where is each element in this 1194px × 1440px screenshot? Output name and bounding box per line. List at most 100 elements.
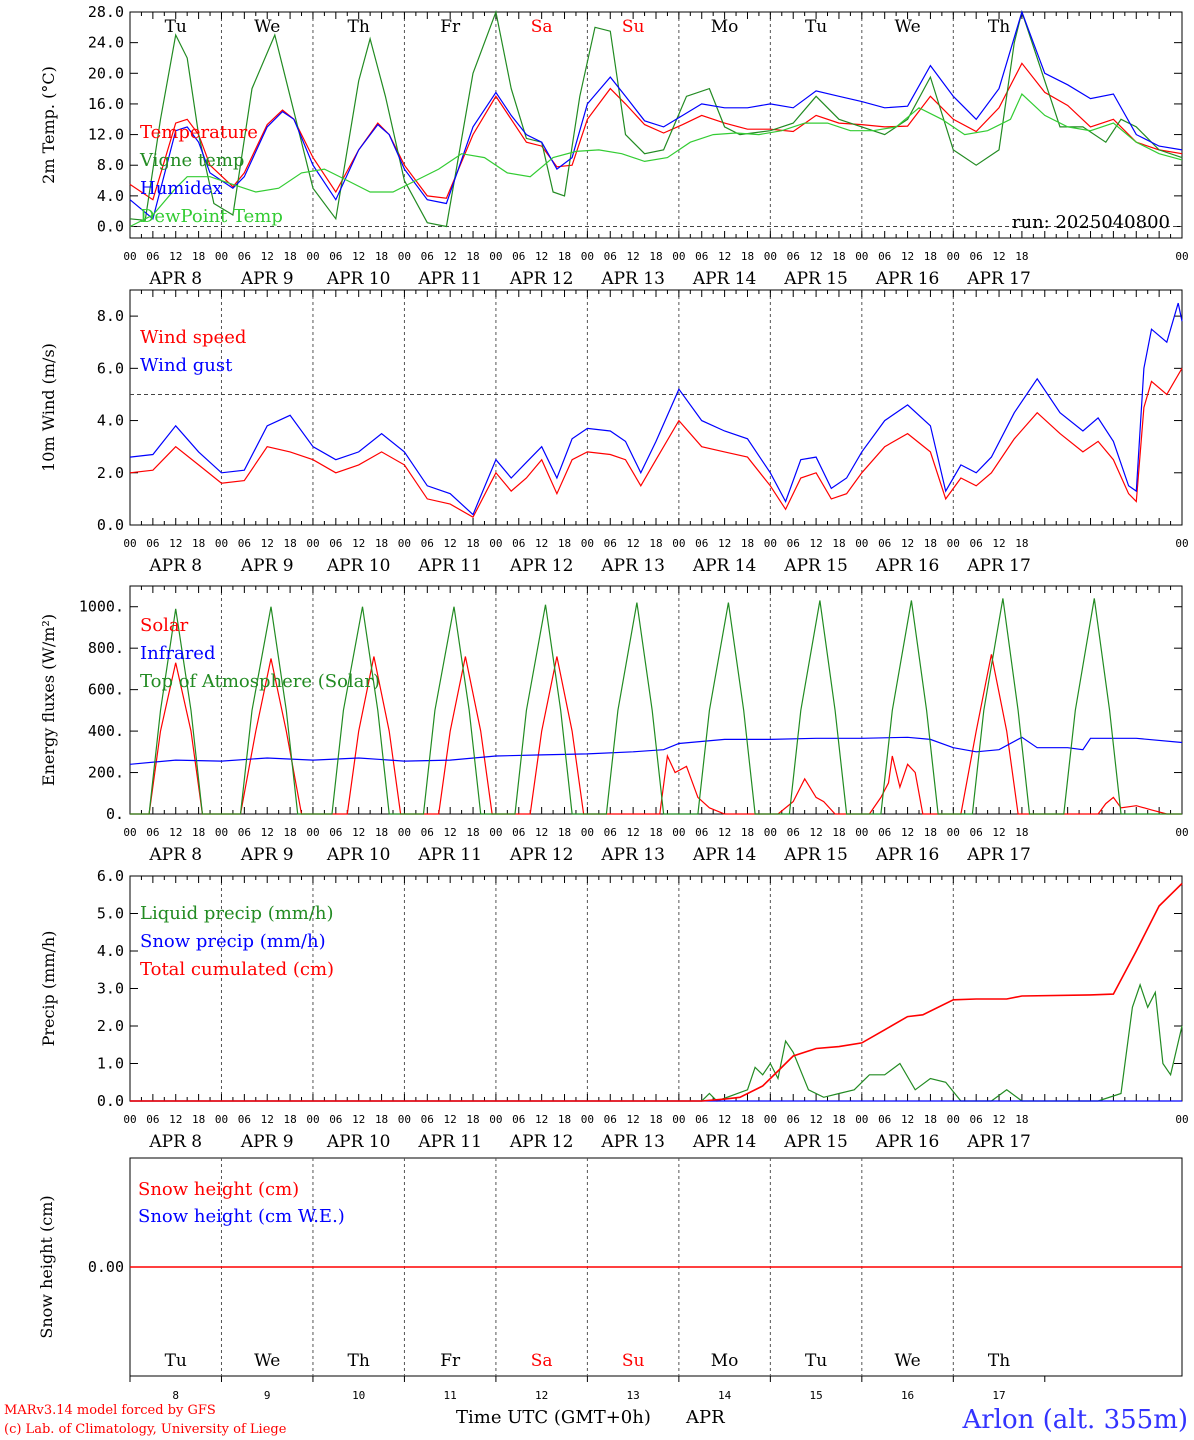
hour-tick-label: 06 <box>329 250 342 263</box>
date-label: APR 17 <box>966 269 1031 289</box>
y-axis-title: 10m Wind (m/s) <box>39 343 58 472</box>
hour-tick-label: 12 <box>535 537 548 550</box>
hour-tick-label: 06 <box>146 826 159 839</box>
hour-tick-label: 12 <box>444 826 457 839</box>
hour-tick-label: 00 <box>489 250 502 263</box>
hour-tick-label: 18 <box>466 250 479 263</box>
hour-tick-label: 06 <box>970 826 983 839</box>
hour-tick-label: 06 <box>329 826 342 839</box>
hour-tick-label: 06 <box>238 537 251 550</box>
hour-tick-label: 00 <box>672 826 685 839</box>
hour-tick-label: 18 <box>466 537 479 550</box>
hour-tick-label: 00 <box>764 826 777 839</box>
hour-tick-label: 06 <box>512 250 525 263</box>
date-label: APR 14 <box>692 845 757 865</box>
y-tick-label: 0. <box>106 805 124 823</box>
date-label: APR 13 <box>600 269 665 289</box>
hour-tick-label: 00 <box>855 826 868 839</box>
day-number-label: 15 <box>809 1389 822 1402</box>
date-label: APR 17 <box>966 556 1031 576</box>
lab-credit: (c) Lab. of Climatology, University of L… <box>4 1422 287 1437</box>
hour-tick-label: 12 <box>718 826 731 839</box>
hour-tick-label: 12 <box>901 250 914 263</box>
day-of-week-label: Mo <box>711 1351 739 1371</box>
y-tick-label: 200. <box>88 764 124 782</box>
hour-tick-label: 12 <box>261 250 274 263</box>
hour-tick-label: 06 <box>878 1113 891 1126</box>
hour-tick-label: 18 <box>558 250 571 263</box>
y-tick-label: 28.0 <box>88 3 124 21</box>
series-line-temperature <box>129 62 1183 201</box>
y-tick-label: 400. <box>88 722 124 740</box>
hour-tick-label: 18 <box>283 250 296 263</box>
hour-tick-label: 18 <box>375 537 388 550</box>
hour-tick-label: 00 <box>215 1113 228 1126</box>
hour-tick-label: 18 <box>832 537 845 550</box>
hour-tick-label: 00 <box>215 826 228 839</box>
legend-entry: Humidex <box>140 178 222 199</box>
day-number-label: 17 <box>992 1389 1005 1402</box>
date-label: APR 12 <box>509 1132 574 1152</box>
hour-tick-label: 12 <box>535 250 548 263</box>
date-label: APR 12 <box>509 845 574 865</box>
hour-tick-label: 06 <box>421 250 434 263</box>
legend-entry: Top of Atmosphere (Solar) <box>140 671 380 692</box>
hour-tick-label: 12 <box>352 1113 365 1126</box>
y-tick-label: 0.0 <box>97 1092 124 1110</box>
series-line-wind-gust <box>129 302 1183 516</box>
date-label: APR 15 <box>783 556 848 576</box>
day-number-label: 13 <box>627 1389 640 1402</box>
hour-tick-label: 00 <box>947 250 960 263</box>
hour-tick-label: 06 <box>695 250 708 263</box>
date-label: APR 16 <box>875 269 940 289</box>
panel-2: 0.0 2.0 4.0 6.0 8.0 10m Wind (m/s) Wind speed W… <box>39 289 1189 576</box>
hour-tick-label: 12 <box>352 250 365 263</box>
date-label: APR 8 <box>148 556 202 576</box>
hour-tick-label: 18 <box>466 1113 479 1126</box>
hour-tick-label: 00 <box>672 250 685 263</box>
hour-tick-label: 18 <box>192 1113 205 1126</box>
date-label: APR 15 <box>783 269 848 289</box>
y-tick-label: 8.0 <box>97 307 124 325</box>
y-axis-title: 2m Temp. (°C) <box>39 66 58 184</box>
hour-tick-label: 18 <box>1015 826 1028 839</box>
hour-tick-label: 00 <box>306 250 319 263</box>
legend-entry: Wind speed <box>140 327 246 348</box>
hour-tick-label: 00 <box>855 537 868 550</box>
month-label: APR <box>685 1407 725 1428</box>
hour-tick-label: 18 <box>649 537 662 550</box>
model-credit: MARv3.14 model forced by GFS <box>4 1403 216 1418</box>
date-label: APR 13 <box>600 556 665 576</box>
hour-tick-label: 00 <box>1175 537 1188 550</box>
y-tick-label: 4.0 <box>97 942 124 960</box>
hour-tick-label: 12 <box>718 250 731 263</box>
hour-tick-label: 12 <box>535 826 548 839</box>
hour-tick-label: 18 <box>649 826 662 839</box>
hour-tick-label: 12 <box>261 1113 274 1126</box>
hour-tick-label: 18 <box>375 1113 388 1126</box>
hour-tick-label: 18 <box>1015 1113 1028 1126</box>
date-label: APR 11 <box>417 269 482 289</box>
hour-tick-label: 12 <box>809 250 822 263</box>
date-label: APR 12 <box>509 269 574 289</box>
hour-tick-label: 00 <box>1175 826 1188 839</box>
hour-tick-label: 06 <box>604 826 617 839</box>
date-label: APR 10 <box>326 269 391 289</box>
hour-tick-label: 18 <box>649 250 662 263</box>
hour-tick-label: 00 <box>581 826 594 839</box>
panel-3: 0. 200. 400. 600. 800. 1000. Energy fluxes (W/… <box>39 585 1189 865</box>
legend-entry: Temperature <box>140 122 258 143</box>
day-of-week-label: Th <box>348 1351 370 1371</box>
hour-tick-label: 06 <box>604 1113 617 1126</box>
series-line-vigne-temp <box>129 9 1183 228</box>
day-of-week-label: We <box>894 17 920 37</box>
hour-tick-label: 00 <box>1175 1113 1188 1126</box>
hour-tick-label: 06 <box>512 537 525 550</box>
panel-5: 0.00 Snow height (cm) Snow height (cm) Snow… <box>37 1157 1183 1402</box>
hour-tick-label: 12 <box>992 250 1005 263</box>
legend-entry: Snow height (cm) <box>138 1179 299 1200</box>
date-label: APR 16 <box>875 556 940 576</box>
hour-tick-label: 12 <box>901 537 914 550</box>
hour-tick-label: 18 <box>924 1113 937 1126</box>
hour-tick-label: 06 <box>695 537 708 550</box>
